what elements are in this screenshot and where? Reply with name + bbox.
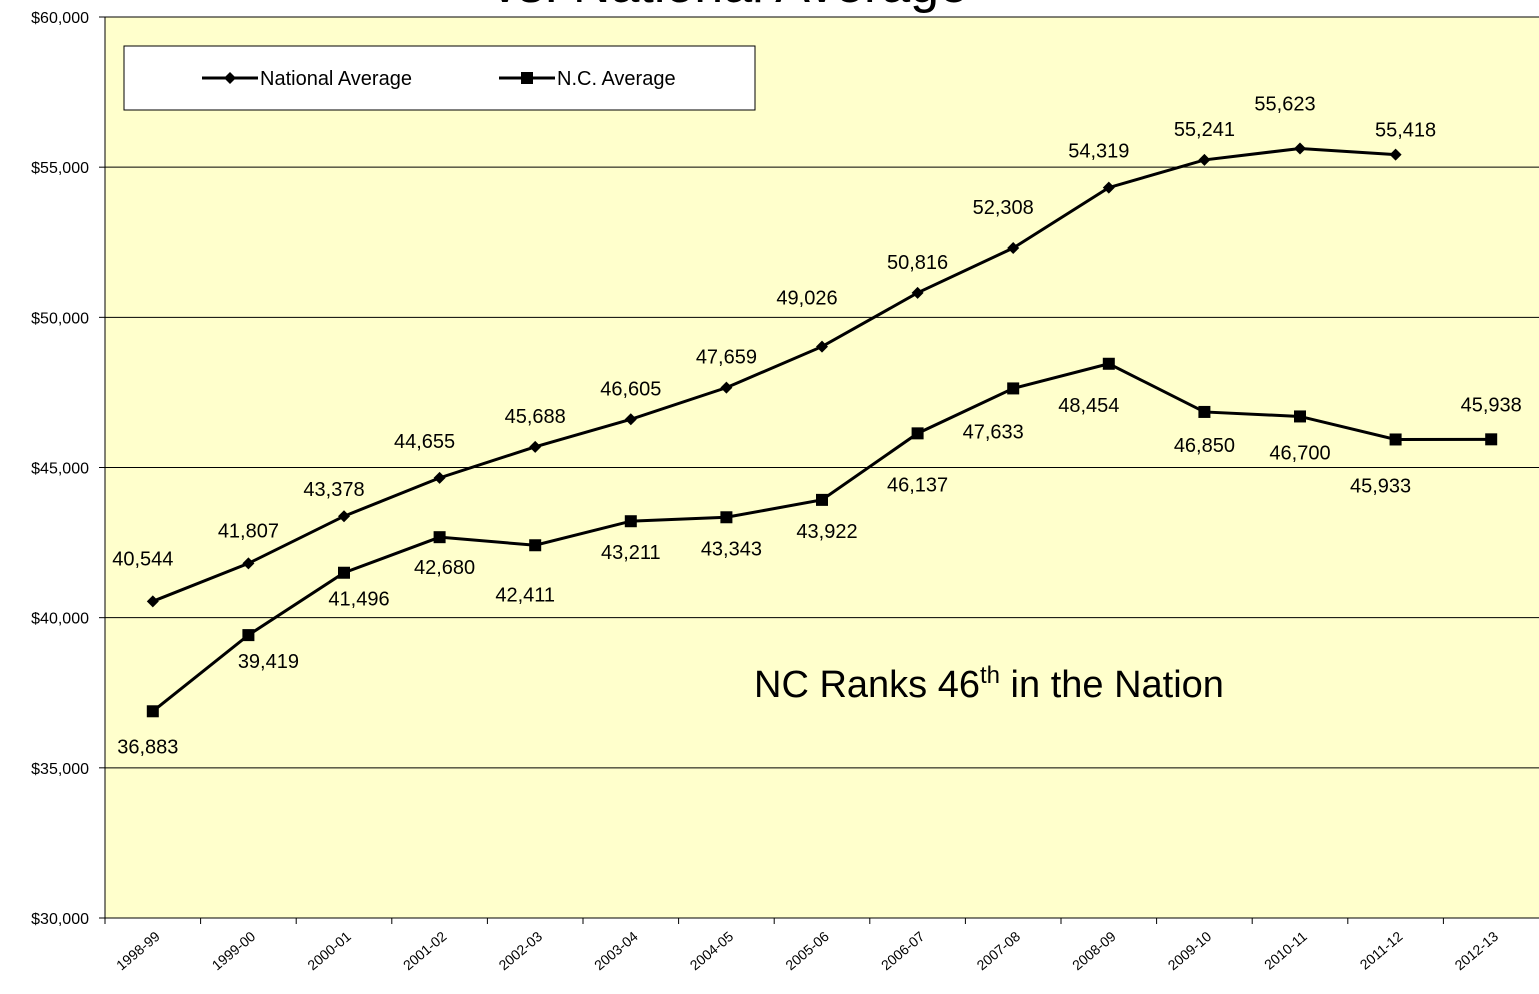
marker <box>146 705 159 718</box>
marker <box>242 629 255 642</box>
marker <box>1294 142 1306 155</box>
y-tick-label: $40,000 <box>31 611 89 628</box>
x-tick-label: 2007-08 <box>973 928 1023 973</box>
legend-label: National Average <box>260 68 412 90</box>
x-tick-label: 1999-00 <box>209 928 259 973</box>
marker <box>1102 357 1115 370</box>
x-tick-label: 2003-04 <box>591 928 641 973</box>
data-label: 43,211 <box>601 542 661 564</box>
marker <box>1007 242 1020 255</box>
data-label: 46,605 <box>600 378 661 400</box>
marker <box>624 413 637 426</box>
x-tick-label: 1998-99 <box>113 928 163 973</box>
data-label: 43,378 <box>303 479 364 501</box>
y-tick-label: $30,000 <box>31 911 89 928</box>
marker <box>1389 148 1402 161</box>
marker <box>1389 433 1402 446</box>
data-label: 36,883 <box>117 736 178 758</box>
marker <box>242 557 255 570</box>
annotation-text: NC Ranks 46 <box>754 664 980 706</box>
marker <box>338 510 350 523</box>
legend-label: N.C. Average <box>557 68 676 90</box>
chart-title: vs. National Average <box>492 0 968 14</box>
x-tick-label: 2001-02 <box>400 928 450 973</box>
marker <box>816 493 828 506</box>
data-label: 46,700 <box>1269 442 1330 464</box>
annotation-sup: th <box>980 662 1000 689</box>
legend-marker <box>521 72 533 84</box>
data-label: 52,308 <box>973 197 1034 219</box>
marker <box>529 539 542 552</box>
data-label: 54,319 <box>1068 141 1129 163</box>
data-label: 46,137 <box>887 474 948 496</box>
x-tick-label: 2011-12 <box>1357 928 1406 973</box>
data-label: 42,411 <box>495 584 555 606</box>
x-tick-label: 2012-13 <box>1451 928 1501 973</box>
data-label: 48,454 <box>1058 395 1119 417</box>
x-tick-label: 2004-05 <box>687 928 737 973</box>
marker <box>911 427 924 440</box>
annotation-rest: in the Nation <box>1000 664 1224 706</box>
marker <box>816 340 828 353</box>
data-label: 43,343 <box>701 538 762 560</box>
y-tick-label: $55,000 <box>31 160 89 177</box>
data-label: 41,496 <box>328 589 389 611</box>
x-tick-label: 2006-07 <box>878 928 928 973</box>
marker <box>433 531 446 544</box>
x-tick-label: 2002-03 <box>495 928 545 973</box>
marker <box>1294 410 1306 423</box>
annotation: NC Ranks 46th in the Nation <box>754 662 1224 706</box>
marker <box>433 471 446 484</box>
data-label: 45,688 <box>505 406 566 428</box>
marker <box>338 566 350 579</box>
data-label: 42,680 <box>414 557 475 579</box>
marker <box>1198 405 1211 418</box>
x-tick-label: 2005-06 <box>782 928 832 973</box>
x-tick-label: 2000-01 <box>304 928 354 973</box>
data-label: 43,922 <box>796 521 857 543</box>
y-tick-label: $50,000 <box>31 310 89 327</box>
y-tick-label: $45,000 <box>31 461 89 478</box>
data-label: 39,419 <box>238 651 299 673</box>
data-label: 47,659 <box>696 347 757 369</box>
marker <box>146 595 159 608</box>
data-label: 45,938 <box>1461 394 1522 416</box>
data-label: 45,933 <box>1350 475 1411 497</box>
data-label: 55,623 <box>1254 93 1315 115</box>
data-label: 49,026 <box>776 288 837 310</box>
data-label: 47,633 <box>963 421 1024 443</box>
data-label: 44,655 <box>394 431 455 453</box>
y-tick-label: $60,000 <box>31 10 89 27</box>
marker <box>1007 382 1020 395</box>
marker <box>624 515 637 528</box>
marker <box>720 381 733 394</box>
data-label: 50,816 <box>887 252 948 274</box>
marker <box>529 440 542 453</box>
x-tick-label: 2008-09 <box>1069 928 1119 973</box>
data-label: 46,850 <box>1174 435 1235 457</box>
series-line <box>152 146 1396 603</box>
data-label: 55,241 <box>1174 119 1235 141</box>
marker <box>911 286 924 299</box>
y-tick-label: $35,000 <box>31 761 89 778</box>
legend-marker <box>224 72 236 84</box>
data-label: 55,418 <box>1375 120 1436 142</box>
data-label: 40,544 <box>112 548 173 570</box>
x-tick-label: 2010-11 <box>1261 928 1310 973</box>
marker <box>1198 153 1211 166</box>
data-label: 41,807 <box>218 520 279 542</box>
marker <box>1485 433 1498 446</box>
marker <box>1102 181 1115 194</box>
x-tick-label: 2009-10 <box>1165 928 1215 973</box>
marker <box>720 511 733 524</box>
